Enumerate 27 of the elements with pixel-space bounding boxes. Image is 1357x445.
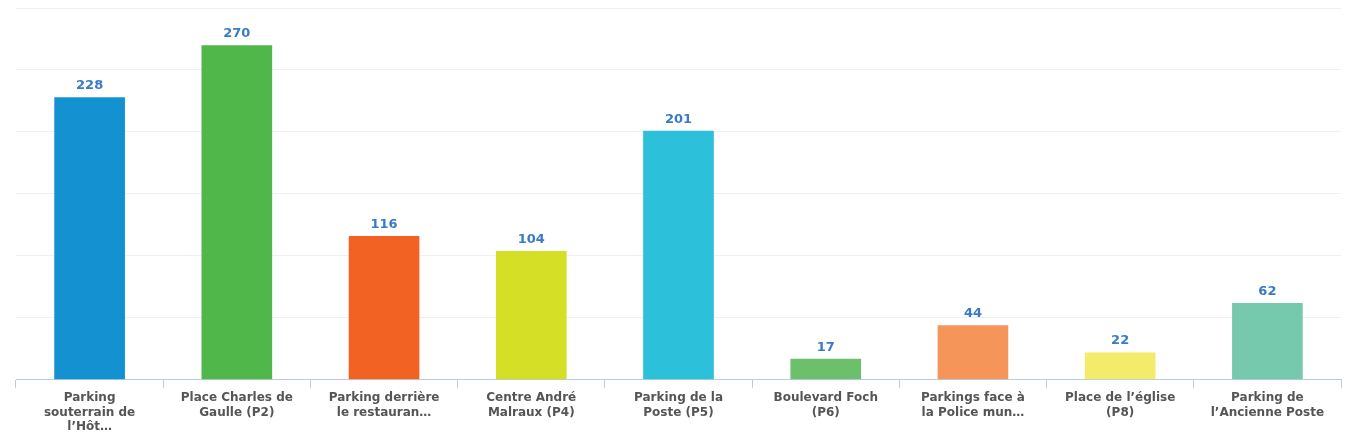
- bar: [54, 97, 125, 380]
- bar: [1084, 352, 1156, 380]
- x-tick-label: Parking souterrain de l’Hôt…: [43, 390, 136, 433]
- data-label: 104: [517, 230, 545, 246]
- bar: [790, 358, 862, 380]
- data-label: 270: [223, 25, 251, 41]
- data-label: 201: [664, 110, 693, 126]
- x-tick-label: Place de l’église (P8): [1065, 390, 1176, 419]
- data-label: 44: [963, 305, 982, 321]
- bar: [201, 45, 273, 380]
- bar: [348, 236, 420, 380]
- x-tick-label: Parkings face à la Police mun…: [921, 390, 1025, 419]
- data-label: 22: [1111, 332, 1130, 348]
- x-tick-label: Parking de la Poste (P5): [633, 390, 724, 419]
- data-label: 62: [1258, 282, 1277, 298]
- x-tick-label: Parking de l’Ancienne Poste: [1210, 390, 1325, 419]
- data-label: 17: [816, 338, 835, 354]
- bar: [495, 250, 567, 380]
- x-tick-label: Parking derrière le restauran…: [328, 390, 440, 419]
- x-tick-label: Place Charles de Gaulle (P2): [180, 390, 293, 419]
- bar: [643, 130, 714, 380]
- data-label: 116: [370, 215, 398, 231]
- data-label: 228: [76, 77, 104, 93]
- bar: [1232, 302, 1303, 380]
- bar: [937, 325, 1009, 380]
- x-tick-label: Boulevard Foch (P6): [773, 390, 878, 419]
- x-tick-label: Centre André Malraux (P4): [486, 390, 577, 419]
